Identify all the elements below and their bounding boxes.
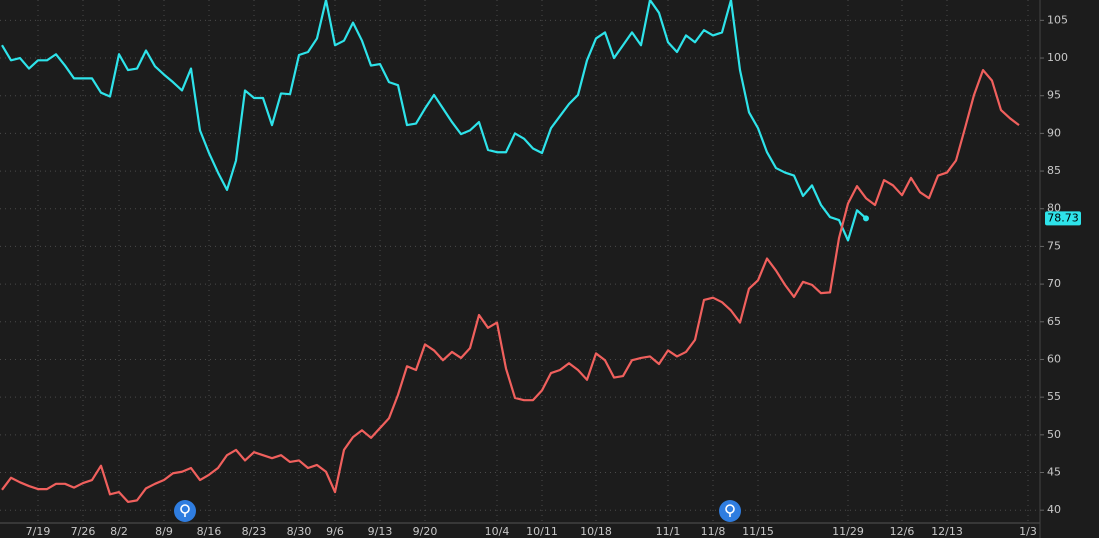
y-tick-label: 55 [1047, 390, 1061, 403]
x-tick-label: 8/30 [287, 525, 312, 538]
event-icon[interactable] [174, 500, 196, 522]
x-tick-label: 9/20 [413, 525, 438, 538]
y-tick-label: 50 [1047, 428, 1061, 441]
y-tick-label: 75 [1047, 239, 1061, 252]
last-value-box [1045, 211, 1081, 226]
x-tick-label: 11/1 [656, 525, 681, 538]
x-tick-label: 8/9 [155, 525, 173, 538]
x-tick-label: 7/26 [71, 525, 96, 538]
last-point [863, 215, 869, 222]
x-tick-label: 8/23 [242, 525, 267, 538]
x-tick-label: 8/2 [110, 525, 128, 538]
y-tick-label: 105 [1047, 13, 1068, 26]
x-tick-label: 11/8 [701, 525, 726, 538]
x-tick-label: 1/3 [1019, 525, 1037, 538]
y-tick-label: 65 [1047, 315, 1061, 328]
series-line [1, 68, 1020, 503]
x-tick-label: 12/13 [931, 525, 963, 538]
y-tick-label: 60 [1047, 352, 1061, 365]
y-tick-label: 100 [1047, 51, 1068, 64]
plot-area [1, 0, 1020, 503]
x-tick-label: 10/4 [485, 525, 510, 538]
x-tick-label: 9/6 [326, 525, 344, 538]
x-tick-label: 10/11 [526, 525, 558, 538]
y-tick-label: 70 [1047, 277, 1061, 290]
x-tick-label: 9/13 [368, 525, 393, 538]
y-tick-label: 90 [1047, 126, 1061, 139]
series-line [1, 0, 867, 242]
x-tick-label: 12/6 [890, 525, 915, 538]
event-icon[interactable] [719, 500, 741, 522]
x-tick-label: 11/15 [742, 525, 774, 538]
grid [0, 0, 1040, 523]
y-tick-label: 45 [1047, 466, 1061, 479]
x-tick-label: 7/19 [26, 525, 51, 538]
last-value-label: 78.73 [1047, 211, 1079, 224]
x-tick-label: 10/18 [580, 525, 612, 538]
y-tick-label: 40 [1047, 503, 1061, 516]
y-tick-label: 95 [1047, 89, 1061, 102]
x-tick-label: 8/16 [197, 525, 222, 538]
y-tick-label: 85 [1047, 164, 1061, 177]
x-tick-label: 11/29 [832, 525, 864, 538]
